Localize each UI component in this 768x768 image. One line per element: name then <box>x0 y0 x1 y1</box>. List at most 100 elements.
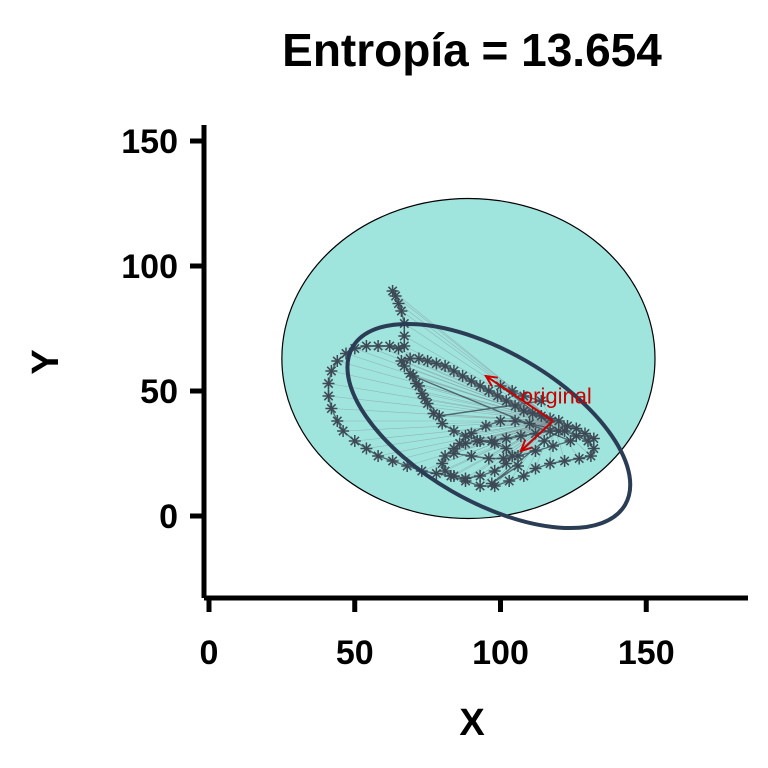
data-point <box>474 380 487 392</box>
data-point <box>573 452 586 465</box>
data-point <box>474 435 487 447</box>
x-tick-label: 100 <box>472 634 529 672</box>
data-point <box>453 437 466 450</box>
y-tick-label: 150 <box>121 123 178 161</box>
y-ticks: 0 50 100 150 <box>121 123 204 536</box>
data-point <box>514 430 527 442</box>
chart-title: Entropía = 13.654 <box>282 24 662 76</box>
x-tick-label: 0 <box>200 634 219 672</box>
data-point <box>538 435 551 447</box>
data-point <box>474 480 487 492</box>
data-point <box>544 457 557 470</box>
data-point <box>459 472 472 485</box>
data-point <box>322 390 335 402</box>
data-point <box>421 397 434 410</box>
x-ticks: 0 50 100 150 <box>200 598 675 672</box>
data-point <box>529 462 542 475</box>
link-line <box>471 420 554 434</box>
data-point <box>447 365 460 377</box>
data-point <box>383 340 396 352</box>
data-point <box>482 452 495 465</box>
fill-ellipse <box>281 197 656 520</box>
data-point <box>547 440 559 452</box>
x-tick-label: 150 <box>618 634 675 672</box>
data-point <box>439 465 452 477</box>
data-point <box>529 445 542 457</box>
plot-area: original <box>281 197 656 531</box>
data-point <box>447 470 460 482</box>
data-point <box>497 452 510 465</box>
annotation-arrows <box>484 374 554 453</box>
y-tick-label: 50 <box>140 373 178 411</box>
y-tick-label: 0 <box>159 498 178 536</box>
data-point <box>558 455 571 467</box>
data-point <box>506 385 519 397</box>
data-point <box>523 417 536 430</box>
data-point <box>412 380 425 392</box>
data-point <box>418 392 431 405</box>
data-point <box>579 427 591 440</box>
data-point <box>372 340 385 352</box>
data-point <box>360 442 373 455</box>
data-point <box>331 355 344 367</box>
data-point <box>456 370 469 382</box>
data-point <box>564 435 577 447</box>
data-point <box>512 460 524 472</box>
data-point <box>372 450 385 462</box>
data-point <box>331 415 344 427</box>
data-point <box>465 427 478 440</box>
original-annotation: original <box>521 384 592 409</box>
data-point <box>325 402 338 415</box>
x-axis-label: X <box>459 702 485 744</box>
data-point <box>474 470 487 482</box>
data-point <box>439 360 452 372</box>
data-point <box>325 365 338 377</box>
data-point <box>517 405 530 417</box>
data-point <box>412 352 425 365</box>
data-point <box>407 370 420 382</box>
link-line <box>395 295 554 422</box>
link-line <box>331 370 554 422</box>
data-point <box>517 470 530 482</box>
arrow-shaft <box>485 375 554 422</box>
data-point <box>360 340 373 352</box>
y-axis-label: Y <box>25 349 67 374</box>
data-point <box>491 390 504 402</box>
data-point <box>465 375 478 387</box>
data-point <box>395 305 408 317</box>
data-point <box>348 435 361 447</box>
data-point <box>509 400 522 412</box>
data-point <box>465 450 478 462</box>
arrow-head <box>519 439 533 453</box>
data-point <box>535 395 548 407</box>
data-point <box>509 415 522 427</box>
fitted-ellipse <box>345 321 633 531</box>
arrow-head <box>484 374 498 387</box>
data-point <box>488 465 501 477</box>
link-line <box>439 415 553 422</box>
data-point <box>570 422 583 435</box>
scatter-points <box>322 285 600 492</box>
data-point <box>479 420 492 432</box>
data-point <box>494 415 507 427</box>
axes: 0 50 100 150 0 50 100 150 <box>121 123 748 672</box>
data-point <box>322 377 335 390</box>
data-point <box>485 477 498 490</box>
arrow-shaft <box>520 420 554 452</box>
data-point <box>552 425 565 437</box>
data-point <box>337 425 350 437</box>
link-line <box>328 383 554 422</box>
y-tick-label: 100 <box>121 248 178 286</box>
data-point <box>386 455 399 467</box>
data-point <box>503 475 516 487</box>
x-tick-label: 50 <box>336 634 374 672</box>
data-point <box>500 432 513 445</box>
data-point <box>482 385 495 397</box>
data-point <box>500 442 513 455</box>
data-point <box>447 425 460 437</box>
data-point <box>447 447 460 460</box>
data-point <box>488 437 501 450</box>
link-line <box>424 398 554 422</box>
data-point <box>587 432 600 445</box>
